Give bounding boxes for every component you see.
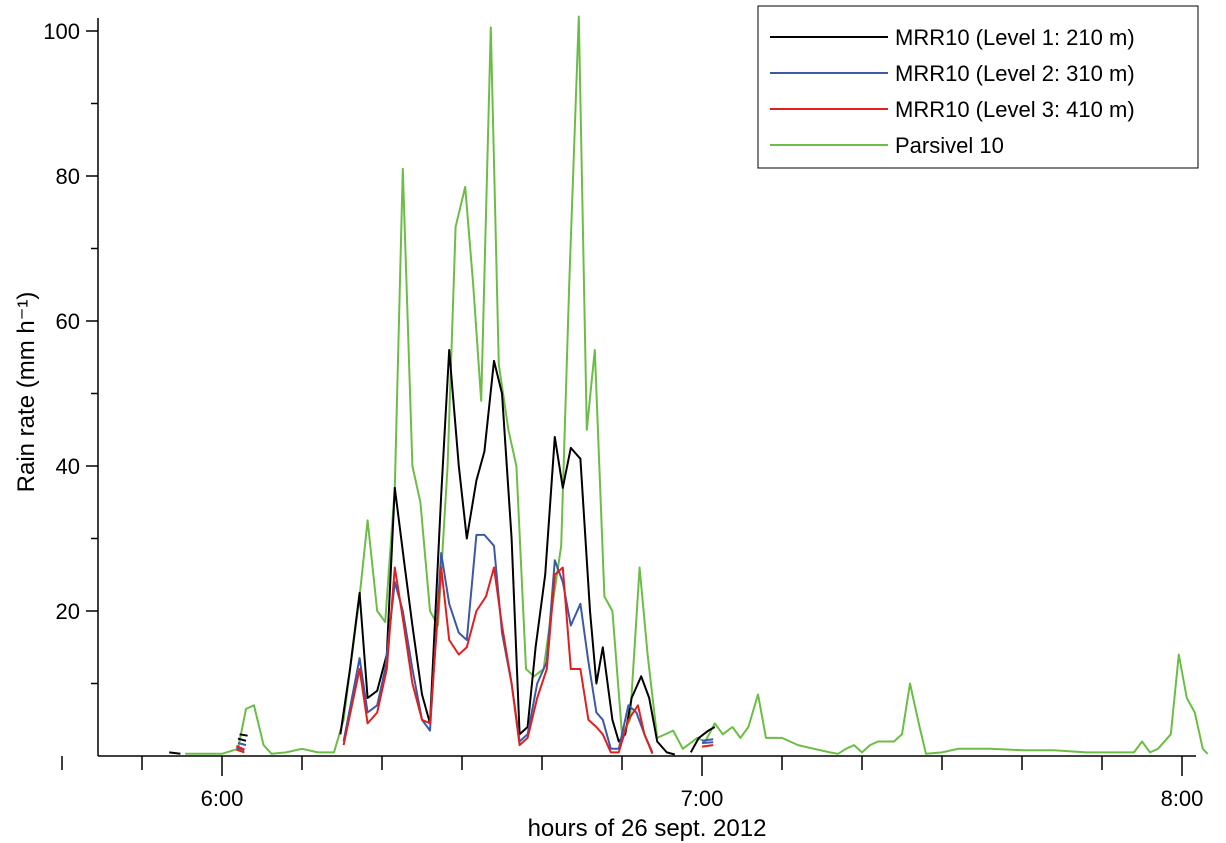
series-line-3-segment-2 [235, 744, 245, 751]
series-layer [169, 15, 1209, 756]
x-tick-label: 7:00 [681, 786, 724, 811]
series-line-2-segment-2 [237, 742, 247, 747]
y-tick-label: 80 [56, 164, 80, 189]
y-tick-label: 40 [56, 454, 80, 479]
y-tick-label: 20 [56, 599, 80, 624]
y-tick-label: 100 [43, 19, 80, 44]
series-line-1-segment-1 [169, 751, 181, 755]
legend-box [757, 5, 1199, 169]
legend-label: MRR10 (Level 3: 410 m) [895, 97, 1135, 122]
x-tick-label: 6:00 [201, 786, 244, 811]
series-line-1-segment-3 [239, 733, 248, 737]
series-line-2-segment-5 [701, 741, 714, 744]
series-line-3-segment-3 [342, 566, 654, 755]
y-axis-title: Rain rate (mm h⁻¹) [13, 292, 40, 493]
legend: MRR10 (Level 1: 210 m) MRR10 (Level 2: 31… [757, 5, 1199, 169]
x-axis-title: hours of 26 sept. 2012 [528, 815, 767, 842]
axes-layer [97, 18, 1196, 757]
series-line-3-segment-4 [701, 744, 714, 748]
series-line-4-segment-1 [185, 15, 1209, 755]
ticks-layer: 20 40 60 80 100 6:00 7:00 8:00 [43, 19, 1203, 811]
series-line-1-segment-2 [237, 737, 247, 742]
series-line-3-segment-1 [236, 748, 245, 754]
x-tick-label: 8:00 [1161, 786, 1204, 811]
y-tick-label: 60 [56, 309, 80, 334]
legend-label: MRR10 (Level 2: 310 m) [895, 61, 1135, 86]
legend-label: MRR10 (Level 1: 210 m) [895, 25, 1135, 50]
series-line-1-segment-5 [689, 726, 716, 753]
series-line-2-segment-4 [701, 738, 714, 742]
legend-label: Parsivel 10 [895, 133, 1004, 158]
